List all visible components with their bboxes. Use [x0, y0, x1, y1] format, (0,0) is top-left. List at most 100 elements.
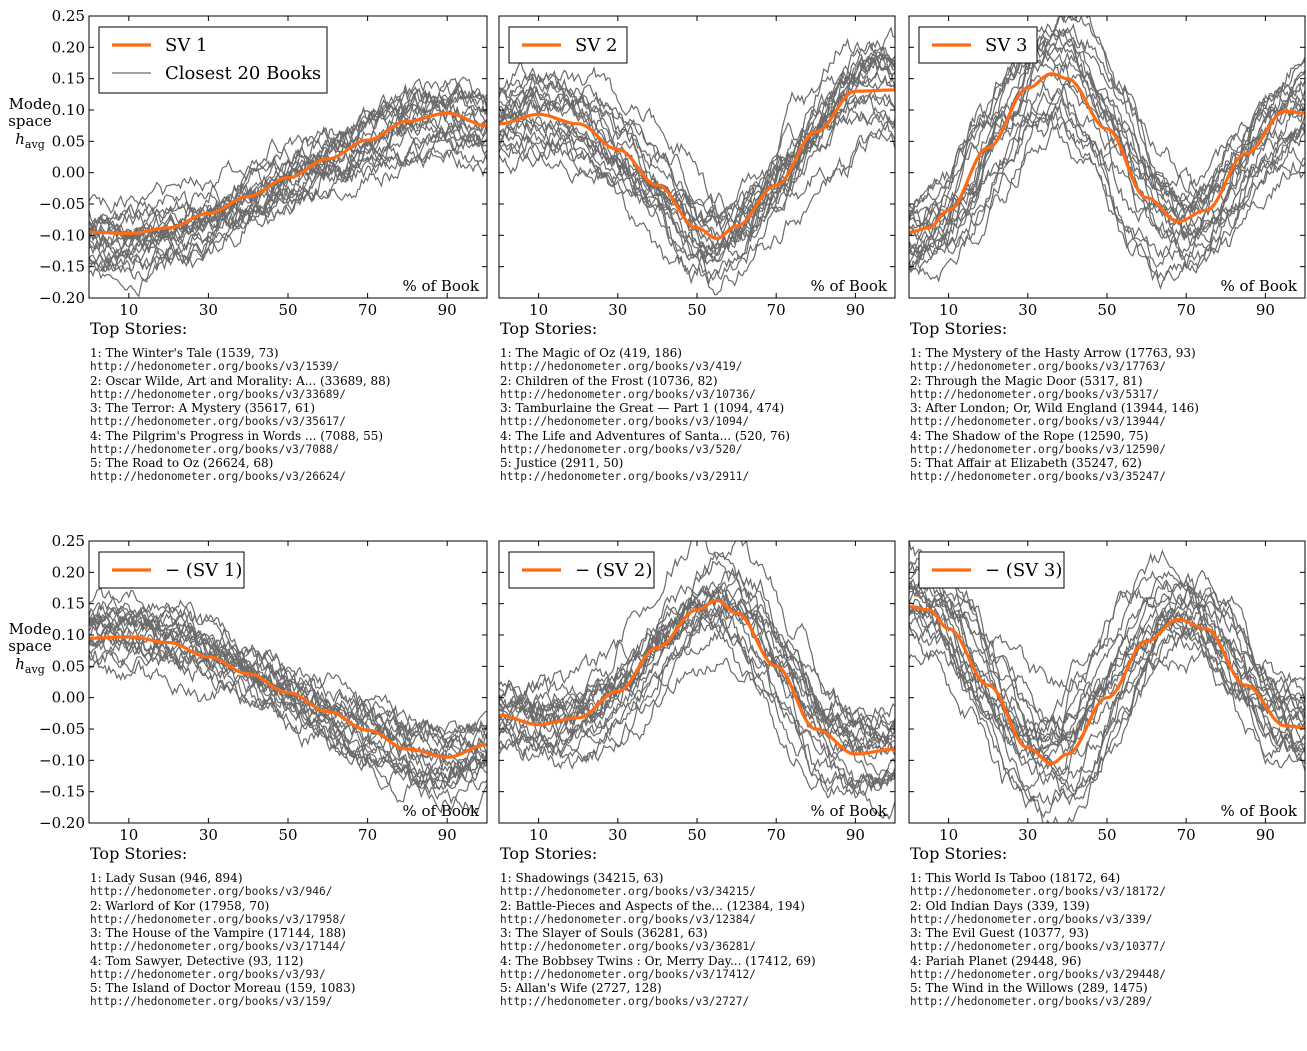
legend: − (SV 1) — [98, 551, 245, 589]
book-trace — [499, 597, 895, 760]
story-link[interactable]: http://hedonometer.org/books/v3/159/ — [90, 995, 333, 1008]
book-trace — [909, 59, 1305, 276]
story-link[interactable]: http://hedonometer.org/books/v3/12590/ — [910, 442, 1166, 456]
y-tick-label: −0.15 — [39, 258, 85, 276]
y-tick-label: −0.10 — [39, 751, 85, 769]
story-link[interactable]: http://hedonometer.org/books/v3/2727/ — [500, 995, 750, 1008]
story-link[interactable]: http://hedonometer.org/books/v3/93/ — [90, 967, 326, 981]
sv-line — [499, 598, 895, 756]
story-link[interactable]: http://hedonometer.org/books/v3/289/ — [910, 995, 1153, 1008]
story-item: 1: Shadowings (34215, 63) http://hedonome… — [500, 871, 816, 899]
story-title: 1: The Mystery of the Hasty Arrow (17763… — [910, 346, 1196, 360]
story-title: 3: The Slayer of Souls (36281, 63) — [500, 926, 708, 940]
story-link[interactable]: http://hedonometer.org/books/v3/26624/ — [90, 470, 346, 483]
y-tick-label: 0.25 — [52, 7, 85, 25]
book-trace — [499, 584, 895, 793]
story-link[interactable]: http://hedonometer.org/books/v3/5317/ — [910, 387, 1160, 401]
y-axis-label-math: havg — [15, 130, 45, 151]
story-title: 1: This World Is Taboo (18172, 64) — [910, 871, 1121, 885]
x-tick-label: 30 — [1018, 301, 1037, 319]
story-item: 2: Children of the Frost (10736, 82) http… — [500, 374, 790, 402]
story-title: 2: Through the Magic Door (5317, 81) — [910, 373, 1143, 388]
top-stories-heading: Top Stories: — [90, 319, 188, 338]
story-title: 4: Pariah Planet (29448, 96) — [910, 953, 1082, 968]
story-item: 5: The Road to Oz (26624, 68) http://hedo… — [90, 456, 390, 484]
book-trace — [89, 635, 487, 757]
story-link[interactable]: http://hedonometer.org/books/v3/1094/ — [500, 415, 750, 428]
book-trace — [909, 604, 1305, 747]
x-tick-label: 30 — [199, 301, 218, 319]
story-title: 1: Lady Susan (946, 894) — [90, 871, 243, 885]
story-link[interactable]: http://hedonometer.org/books/v3/7088/ — [90, 442, 340, 456]
story-item: 4: The Shadow of the Rope (12590, 75) htt… — [910, 429, 1199, 457]
story-link[interactable]: http://hedonometer.org/books/v3/946/ — [90, 885, 333, 898]
story-title: 1: The Magic of Oz (419, 186) — [500, 346, 682, 360]
book-trace — [89, 622, 487, 784]
story-title: 1: Shadowings (34215, 63) — [500, 871, 664, 885]
story-link[interactable]: http://hedonometer.org/books/v3/18172/ — [910, 885, 1166, 898]
x-axis-label: % of Book — [1220, 802, 1297, 820]
top-stories-heading: Top Stories: — [910, 844, 1008, 863]
book-trace — [89, 605, 487, 784]
story-title: 5: That Affair at Elizabeth (35247, 62) — [910, 456, 1142, 470]
book-trace — [499, 541, 895, 732]
book-trace — [909, 52, 1305, 282]
story-link[interactable]: http://hedonometer.org/books/v3/17412/ — [500, 967, 756, 981]
story-item: 5: Justice (2911, 50) http://hedonometer.… — [500, 456, 790, 484]
x-tick-label: 50 — [1097, 826, 1116, 844]
legend-label: Closest 20 Books — [165, 63, 321, 84]
book-trace — [499, 52, 895, 286]
story-link[interactable]: http://hedonometer.org/books/v3/36281/ — [500, 940, 756, 953]
top-stories-heading: Top Stories: — [910, 319, 1008, 338]
x-tick-label: 30 — [1018, 826, 1037, 844]
y-tick-label: 0.00 — [52, 164, 85, 182]
story-link[interactable]: http://hedonometer.org/books/v3/419/ — [500, 360, 743, 373]
story-link[interactable]: http://hedonometer.org/books/v3/13944/ — [910, 415, 1166, 428]
story-link[interactable]: http://hedonometer.org/books/v3/35617/ — [90, 415, 346, 428]
story-item: 3: The Evil Guest (10377, 93) http://hedo… — [910, 926, 1166, 954]
story-link[interactable]: http://hedonometer.org/books/v3/17763/ — [910, 360, 1166, 373]
top-stories-list: 1: This World Is Taboo (18172, 64) http:/… — [910, 871, 1166, 1009]
story-link[interactable]: http://hedonometer.org/books/v3/10736/ — [500, 387, 756, 401]
story-link[interactable]: http://hedonometer.org/books/v3/520/ — [500, 442, 743, 456]
story-item: 1: This World Is Taboo (18172, 64) http:/… — [910, 871, 1166, 899]
legend-label: − (SV 2) — [575, 560, 652, 581]
book-trace — [909, 27, 1305, 222]
book-trace — [89, 94, 487, 246]
book-trace — [909, 595, 1305, 693]
y-tick-label: 0.00 — [52, 689, 85, 707]
story-link[interactable]: http://hedonometer.org/books/v3/17144/ — [90, 940, 346, 953]
book-trace — [499, 615, 895, 799]
story-link[interactable]: http://hedonometer.org/books/v3/29448/ — [910, 967, 1166, 981]
story-title: 4: The Life and Adventures of Santa... (… — [500, 428, 790, 443]
story-link[interactable]: http://hedonometer.org/books/v3/1539/ — [90, 360, 340, 373]
y-axis-label-math: havg — [15, 655, 45, 676]
story-link[interactable]: http://hedonometer.org/books/v3/17958/ — [90, 912, 346, 926]
book-trace — [499, 53, 895, 227]
story-title: 4: Tom Sawyer, Detective (93, 112) — [90, 953, 304, 968]
story-title: 5: The Road to Oz (26624, 68) — [90, 456, 274, 470]
story-link[interactable]: http://hedonometer.org/books/v3/34215/ — [500, 885, 756, 898]
x-tick-label: 70 — [358, 301, 377, 319]
y-tick-label: 0.20 — [52, 563, 85, 581]
story-link[interactable]: http://hedonometer.org/books/v3/339/ — [910, 912, 1153, 926]
plot-area — [499, 26, 895, 296]
book-trace — [499, 568, 895, 820]
legend-label: − (SV 3) — [985, 560, 1062, 581]
story-item: 2: Through the Magic Door (5317, 81) http… — [910, 374, 1199, 402]
book-trace — [499, 107, 895, 266]
story-item: 3: Tamburlaine the Great — Part 1 (1094,… — [500, 401, 790, 429]
book-trace — [909, 29, 1305, 227]
x-tick-label: 90 — [438, 826, 457, 844]
story-link[interactable]: http://hedonometer.org/books/v3/33689/ — [90, 387, 346, 401]
panel-6: 10 30 50 70 90 % of Book − (SV 3) — [908, 540, 1306, 844]
story-item: 4: Tom Sawyer, Detective (93, 112) http:/… — [90, 954, 355, 982]
x-tick-label: 10 — [939, 826, 958, 844]
story-link[interactable]: http://hedonometer.org/books/v3/2911/ — [500, 470, 750, 483]
story-link[interactable]: http://hedonometer.org/books/v3/12384/ — [500, 912, 756, 926]
x-tick-label: 50 — [687, 301, 706, 319]
story-link[interactable]: http://hedonometer.org/books/v3/10377/ — [910, 940, 1166, 953]
book-trace — [499, 51, 895, 237]
story-link[interactable]: http://hedonometer.org/books/v3/35247/ — [910, 470, 1166, 483]
